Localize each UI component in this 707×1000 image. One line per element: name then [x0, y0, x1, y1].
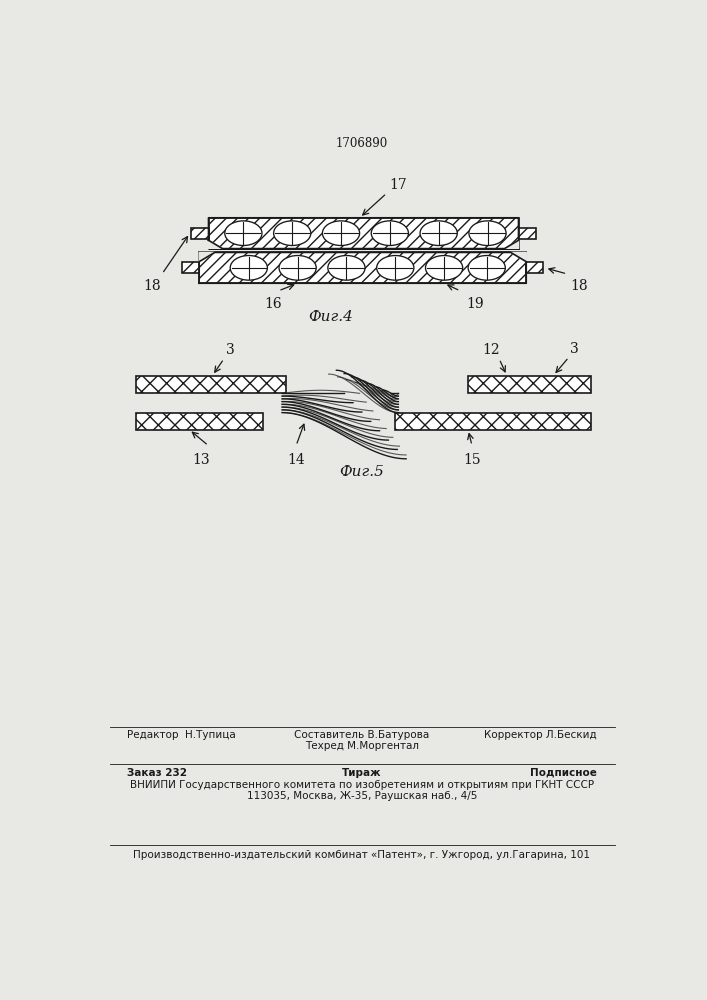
Text: Производственно-издательский комбинат «Патент», г. Ужгород, ул.Гагарина, 101: Производственно-издательский комбинат «П… [134, 850, 590, 860]
Ellipse shape [328, 256, 365, 280]
Bar [395, 413, 590, 430]
Text: ВНИИПИ Государственного комитета по изобретениям и открытиям при ГКНТ СССР: ВНИИПИ Государственного комитета по изоб… [130, 780, 594, 790]
Text: 19: 19 [467, 297, 484, 311]
Ellipse shape [377, 256, 414, 280]
Polygon shape [505, 240, 518, 249]
Polygon shape [510, 252, 526, 262]
Bar [209, 218, 518, 249]
Bar [518, 228, 535, 239]
Text: 3: 3 [226, 343, 235, 357]
Ellipse shape [279, 256, 316, 280]
Text: Подписное: Подписное [530, 768, 597, 778]
Bar [136, 376, 286, 393]
Ellipse shape [225, 221, 262, 246]
Ellipse shape [426, 256, 462, 280]
Polygon shape [199, 252, 215, 262]
Text: Фиг.4: Фиг.4 [308, 310, 353, 324]
Text: 15: 15 [463, 453, 481, 467]
Ellipse shape [468, 256, 506, 280]
Bar [199, 252, 526, 283]
Bar [182, 262, 199, 273]
Bar [468, 376, 590, 393]
Text: Фиг.5: Фиг.5 [339, 465, 385, 479]
Text: Заказ 232: Заказ 232 [127, 768, 187, 778]
Text: 18: 18 [143, 279, 160, 293]
Text: 12: 12 [483, 343, 500, 357]
Bar [136, 413, 263, 430]
Text: 113035, Москва, Ж-35, Раушская наб., 4/5: 113035, Москва, Ж-35, Раушская наб., 4/5 [247, 791, 477, 801]
Ellipse shape [420, 221, 457, 246]
Ellipse shape [371, 221, 409, 246]
Ellipse shape [230, 256, 267, 280]
Text: 17: 17 [389, 178, 407, 192]
Text: Тираж: Тираж [342, 768, 382, 778]
Text: 14: 14 [287, 453, 305, 467]
Text: Корректор Л.Бескид: Корректор Л.Бескид [484, 730, 597, 740]
Ellipse shape [274, 221, 311, 246]
Text: 13: 13 [192, 453, 209, 467]
Ellipse shape [469, 221, 506, 246]
Text: 18: 18 [571, 279, 588, 293]
Bar [192, 228, 209, 239]
Text: Составитель В.Батурова
Техред М.Моргентал: Составитель В.Батурова Техред М.Моргента… [294, 730, 430, 751]
Text: 1706890: 1706890 [336, 137, 388, 150]
Text: 3: 3 [571, 342, 579, 356]
Text: 16: 16 [264, 297, 281, 311]
Polygon shape [209, 240, 223, 249]
Bar [526, 262, 543, 273]
Text: Редактор  Н.Тупица: Редактор Н.Тупица [127, 730, 236, 740]
Ellipse shape [322, 221, 360, 246]
